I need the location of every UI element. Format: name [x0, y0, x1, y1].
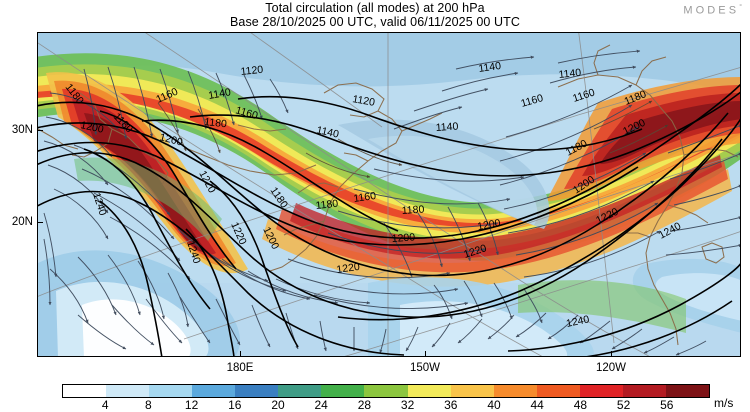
chart-title-line-1: Total circulation (all modes) at 200 hPa [265, 1, 485, 15]
colorbar-bin-14 [665, 385, 709, 397]
colorbar-bin-9 [450, 385, 494, 397]
colorbar-bin-6 [321, 385, 365, 397]
svg-text:1120: 1120 [240, 64, 264, 78]
map-canvas: 1120 1120 1140 1140 1140 1140 1140 1160 … [38, 33, 740, 356]
colorbar-bin-7 [364, 385, 408, 397]
svg-text:1200: 1200 [391, 231, 415, 245]
colorbar-bin-5 [278, 385, 322, 397]
colorbar-tick-32: 32 [400, 398, 415, 412]
colorbar-tick-36: 36 [444, 398, 458, 412]
colorbar-tick-24: 24 [314, 398, 328, 412]
svg-text:1200: 1200 [476, 217, 501, 233]
colorbar-tick-16: 16 [228, 398, 242, 412]
colorbar-tick-56: 56 [660, 398, 674, 412]
svg-text:1180: 1180 [401, 203, 425, 217]
x-tick-mark-120W [611, 351, 613, 357]
colorbar-tick-52: 52 [616, 398, 631, 412]
colorbar-bin-2 [149, 385, 193, 397]
svg-text:1200: 1200 [158, 131, 184, 148]
colorbar-bin-0 [63, 385, 107, 397]
svg-text:1220: 1220 [336, 261, 361, 276]
modes-logo-text: MODES [683, 4, 740, 17]
y-tick-label-30N: 30N [11, 124, 33, 136]
colorbar-bin-4 [235, 385, 279, 397]
x-tick-label-150W: 150W [409, 362, 441, 374]
colorbar-bin-10 [493, 385, 537, 397]
contour-labels: 1120 1120 1140 1140 1140 1140 1140 1160 … [63, 60, 684, 330]
colorbar-bin-13 [622, 385, 666, 397]
svg-text:1200: 1200 [79, 119, 104, 136]
height-contours [38, 83, 740, 356]
colorbar-tick-40: 40 [487, 398, 501, 412]
svg-text:1180: 1180 [204, 116, 228, 130]
x-tick-mark-180E [240, 351, 242, 357]
colorbar-tick-44: 44 [530, 398, 544, 412]
colorbar [62, 384, 710, 398]
colorbar-tick-20: 20 [271, 398, 285, 412]
colorbar-unit-label: m/s [714, 396, 734, 410]
x-tick-mark-150W [425, 351, 427, 357]
chart-title-line-2: Base 28/10/2025 00 UTC, valid 06/11/2025… [229, 15, 521, 29]
modes-logo: MODES° [683, 4, 742, 17]
svg-text:1140: 1140 [558, 67, 582, 81]
colorbar-tick-28: 28 [357, 398, 372, 412]
colorbar-bin-8 [407, 385, 451, 397]
modes-logo-mark: ° [739, 4, 742, 11]
svg-text:1140: 1140 [435, 120, 459, 134]
svg-text:1180: 1180 [315, 198, 339, 212]
colorbar-tick-12: 12 [184, 398, 199, 412]
y-tick-label-20N: 20N [11, 216, 33, 228]
chart-title-block: Total circulation (all modes) at 200 hPa… [0, 1, 750, 29]
colorbar-bin-3 [192, 385, 236, 397]
lat-lon-grid [38, 33, 740, 356]
colorbar-tick-8: 8 [145, 398, 152, 412]
colorbar-tick-48: 48 [573, 398, 588, 412]
y-tick-mark-20N [37, 222, 43, 224]
x-tick-label-180E: 180E [226, 362, 254, 374]
x-tick-label-120W: 120W [595, 362, 627, 374]
svg-text:1120: 1120 [351, 93, 375, 109]
svg-text:1140: 1140 [478, 60, 502, 75]
colorbar-bin-1 [106, 385, 150, 397]
svg-text:1160: 1160 [353, 190, 377, 205]
colorbar-bin-11 [536, 385, 580, 397]
colorbar-tick-4: 4 [101, 398, 109, 412]
svg-text:1240: 1240 [565, 313, 590, 330]
y-tick-mark-30N [37, 130, 43, 132]
svg-text:1140: 1140 [207, 86, 231, 102]
map-plot-area: 1120 1120 1140 1140 1140 1140 1140 1160 … [37, 32, 741, 357]
colorbar-bin-12 [579, 385, 623, 397]
streamlines [43, 49, 740, 356]
svg-text:1140: 1140 [315, 124, 340, 140]
